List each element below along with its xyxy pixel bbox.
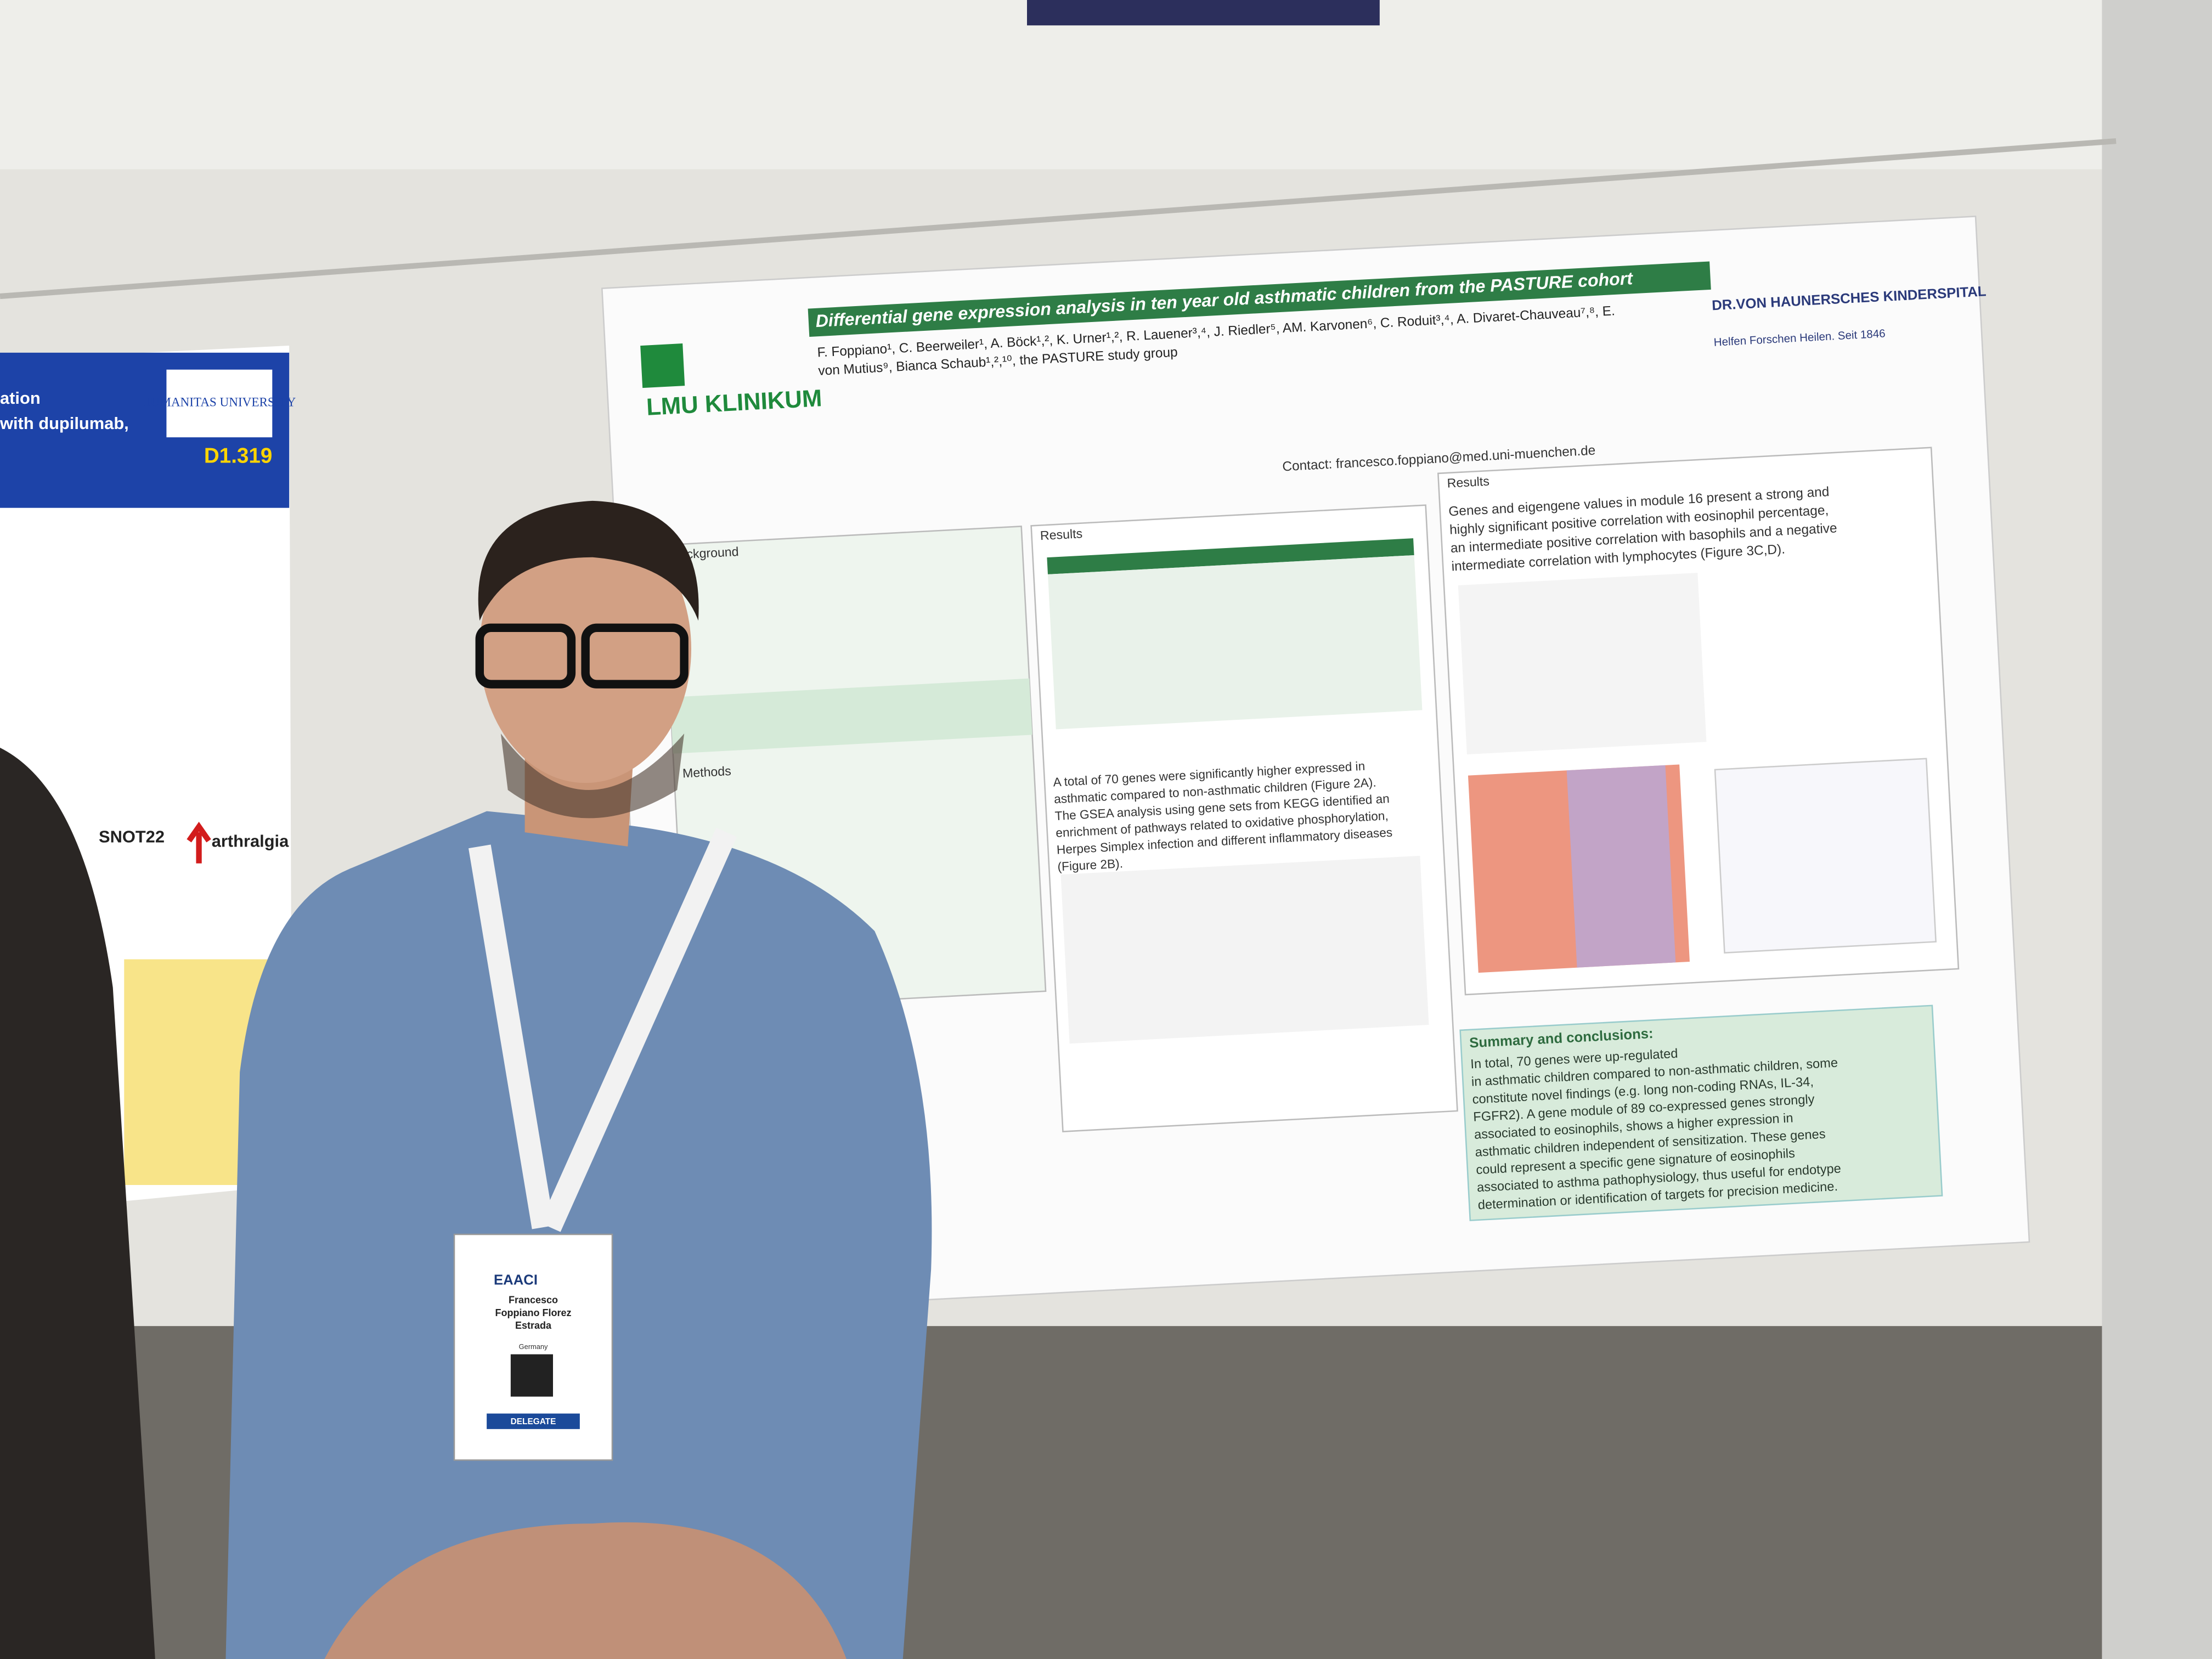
panel-edge	[0, 138, 2117, 300]
results-text: (Figure 2B).	[1057, 856, 1124, 873]
qr-code	[510, 1354, 553, 1397]
university-logo	[166, 369, 273, 438]
section-heading: Results	[1447, 474, 1489, 490]
table-body	[1047, 555, 1423, 730]
visitor-silhouette	[0, 747, 155, 1659]
hair	[478, 500, 699, 621]
arrow-icon	[187, 821, 211, 864]
left-poster-title: ation	[0, 388, 41, 408]
left-poster-title: with dupilumab,	[0, 414, 129, 433]
left-poster-title-group: ation with dupilumab,	[0, 388, 129, 433]
table-header	[1047, 538, 1414, 574]
role-bar	[487, 1413, 580, 1429]
figure-3c-heatmap-cool	[1566, 765, 1676, 968]
section-heading: Results	[1040, 526, 1082, 543]
lmu-logo-mark	[640, 343, 685, 388]
university-name: HUMANITAS UNIVERSITY	[142, 396, 296, 410]
top-banner	[1027, 0, 1380, 26]
aim-box	[670, 678, 1032, 754]
hands	[324, 1522, 847, 1659]
poster-code: D1.319	[204, 444, 272, 467]
section-heading: Methods	[682, 764, 731, 781]
badge-name: Foppiano Florez	[495, 1307, 572, 1318]
summary-box	[1459, 1005, 1943, 1221]
results-text-group: A total of 70 genes were significantly h…	[1053, 759, 1393, 874]
figure-3d	[1714, 758, 1937, 954]
title-banner	[808, 261, 1711, 337]
figure-2	[1060, 855, 1429, 1044]
beard	[500, 733, 685, 819]
figure-3a	[1458, 573, 1707, 755]
badge-name: Francesco	[509, 1295, 558, 1306]
main-poster: LMU KLINIKUM Differential gene expressio…	[601, 216, 2030, 1315]
term: SNOT22	[99, 827, 165, 847]
badge-name: Estrada	[515, 1320, 552, 1331]
panel-frame	[2102, 0, 2212, 1659]
badge-role: DELEGATE	[511, 1417, 556, 1426]
badge-country: Germany	[519, 1342, 548, 1351]
upper-wall	[0, 0, 2212, 170]
term: arthralgia	[212, 831, 289, 850]
lanyard	[468, 827, 737, 1232]
badge-event: EAACI	[494, 1273, 538, 1288]
glasses-left	[475, 623, 576, 689]
glasses-right	[581, 623, 689, 689]
